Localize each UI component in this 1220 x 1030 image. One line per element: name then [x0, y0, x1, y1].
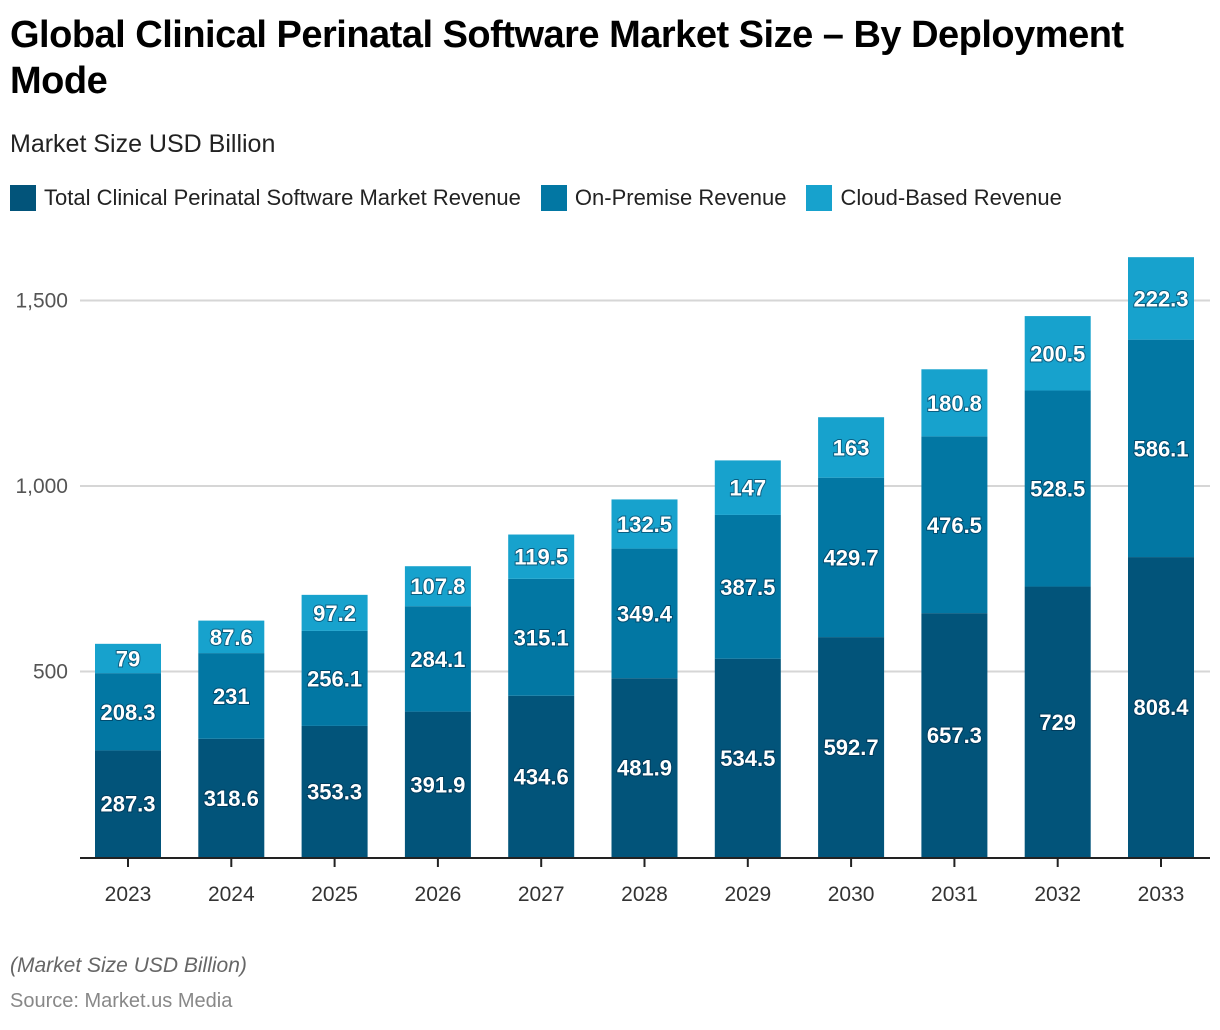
data-label: 391.9: [410, 772, 465, 797]
data-label: 132.5: [617, 512, 672, 537]
data-label: 287.3: [100, 792, 155, 817]
data-label: 353.3: [307, 779, 362, 804]
bar-segment: [921, 369, 988, 437]
legend-label-on-premise: On-Premise Revenue: [574, 185, 787, 210]
data-label: 147: [729, 476, 766, 501]
x-tick-label: 2026: [415, 883, 462, 906]
data-label: 528.5: [1030, 477, 1085, 502]
data-label: 97.2: [313, 601, 356, 626]
data-label: 79: [116, 646, 140, 671]
bar-segment: [198, 738, 265, 857]
bar-segment: [1024, 316, 1091, 391]
data-label: 434.6: [514, 764, 569, 789]
data-label: 107.8: [410, 574, 465, 599]
data-label: 284.1: [410, 647, 465, 672]
bar-segment: [95, 673, 161, 751]
bar-segment: [198, 620, 265, 654]
bar-segment: [611, 499, 678, 549]
bar-segment: [818, 477, 885, 638]
data-label: 657.3: [927, 723, 982, 748]
bar-segment: [1024, 390, 1091, 587]
bar-segment: [714, 460, 781, 515]
legend-item-cloud[interactable]: Cloud-Based Revenue: [806, 185, 1062, 211]
y-tick-label: 1,500: [15, 290, 68, 313]
bar-segment: [1128, 339, 1194, 558]
bar-segment: [404, 711, 471, 857]
data-label: 222.3: [1133, 286, 1188, 311]
bar-segment: [404, 606, 471, 712]
y-tick-label: 1,000: [15, 475, 68, 498]
data-label: 592.7: [824, 735, 879, 760]
legend-swatch-on-premise: [540, 185, 567, 211]
legend-label-total: Total Clinical Perinatal Software Market…: [44, 185, 521, 210]
bar-segment: [301, 725, 368, 857]
x-tick-label: 2023: [105, 883, 152, 906]
bar-segment: [508, 695, 575, 857]
legend-label-cloud: Cloud-Based Revenue: [840, 185, 1062, 210]
bar-segment: [404, 566, 471, 607]
data-label: 208.3: [100, 700, 155, 725]
y-tick-label: 500: [33, 661, 68, 684]
bar-segment: [1024, 586, 1091, 857]
data-label: 315.1: [514, 625, 569, 650]
x-tick-label: 2027: [518, 883, 565, 906]
data-label: 231: [213, 684, 250, 709]
bar-segment: [95, 643, 161, 674]
legend-item-on-premise[interactable]: On-Premise Revenue: [540, 185, 787, 211]
chart-subtitle: Market Size USD Billion: [10, 130, 276, 158]
bar-segment: [508, 578, 575, 696]
bar-segment: [921, 613, 988, 857]
data-label: 586.1: [1133, 436, 1188, 461]
x-tick-label: 2025: [311, 883, 358, 906]
x-tick-label: 2029: [724, 883, 771, 906]
bar-segment: [1128, 257, 1194, 340]
data-label: 729: [1039, 710, 1076, 735]
x-tick-label: 2033: [1138, 883, 1185, 906]
bar-segment: [198, 653, 265, 739]
data-label: 534.5: [720, 746, 775, 771]
data-label: 481.9: [617, 756, 672, 781]
bar-segment: [714, 514, 781, 659]
legend-swatch-total: [10, 185, 36, 211]
data-label: 256.1: [307, 666, 362, 691]
footer-note: (Market Size USD Billion): [10, 954, 247, 977]
bar-segment: [508, 534, 575, 579]
data-label: 429.7: [824, 545, 879, 570]
x-tick-label: 2032: [1034, 883, 1081, 906]
bar-segment: [611, 678, 678, 857]
data-label: 349.4: [617, 601, 673, 626]
bar-segment: [1128, 557, 1194, 857]
data-label: 808.4: [1133, 695, 1189, 720]
legend-swatch-cloud: [806, 185, 833, 211]
data-label: 163: [833, 435, 870, 460]
bar-segment: [921, 436, 988, 614]
x-tick-label: 2024: [208, 883, 255, 906]
data-label: 318.6: [204, 786, 259, 811]
data-label: 180.8: [927, 391, 982, 416]
x-tick-label: 2030: [828, 883, 875, 906]
data-label: 387.5: [720, 575, 775, 600]
bar-segment: [611, 548, 678, 679]
x-tick-label: 2031: [931, 883, 978, 906]
legend-item-total[interactable]: Total Clinical Perinatal Software Market…: [10, 185, 521, 211]
data-label: 119.5: [514, 545, 568, 570]
data-label: 200.5: [1030, 341, 1085, 366]
data-label: 476.5: [927, 513, 982, 538]
source-text: Source: Market.us Media: [10, 990, 233, 1012]
bar-segment: [95, 750, 161, 857]
bar-segment: [818, 637, 885, 857]
bar-segment: [818, 417, 885, 478]
x-tick-label: 2028: [621, 883, 668, 906]
data-label: 87.6: [210, 625, 253, 650]
legend: Total Clinical Perinatal Software Market…: [10, 185, 1082, 211]
bar-segment: [714, 658, 781, 857]
chart-title: Global Clinical Perinatal Software Marke…: [10, 14, 1124, 102]
bar-segment: [301, 594, 368, 631]
bar-segment: [301, 630, 368, 726]
